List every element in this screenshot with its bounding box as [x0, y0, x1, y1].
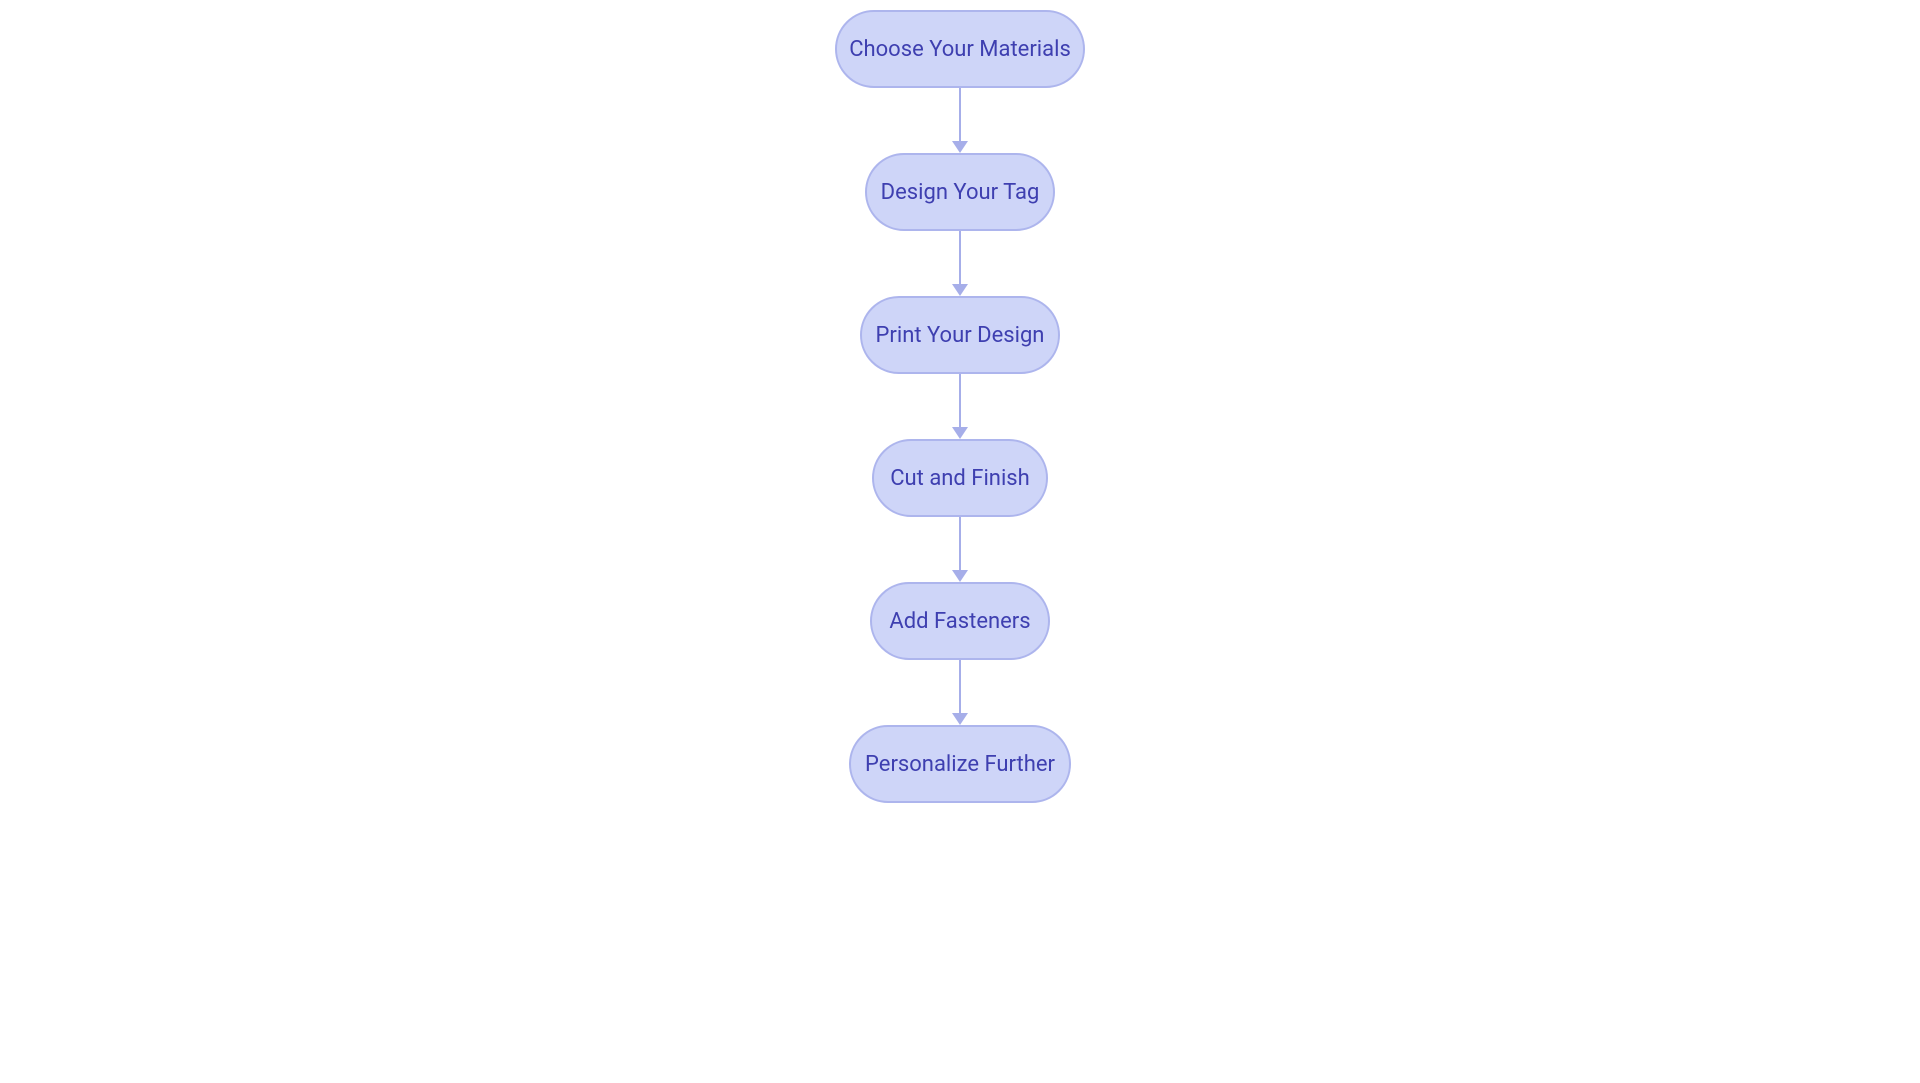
flowchart-arrow	[952, 517, 968, 582]
flowchart-arrow	[952, 374, 968, 439]
arrow-line	[959, 374, 961, 428]
arrow-line	[959, 88, 961, 142]
flowchart-arrow	[952, 88, 968, 153]
flowchart-node-n4: Cut and Finish	[872, 439, 1048, 517]
flowchart-node-label: Print Your Design	[876, 323, 1045, 348]
arrow-head-icon	[952, 141, 968, 153]
arrow-head-icon	[952, 713, 968, 725]
flowchart-node-label: Cut and Finish	[890, 466, 1030, 491]
flowchart-node-label: Add Fasteners	[889, 609, 1030, 634]
arrow-head-icon	[952, 427, 968, 439]
arrow-head-icon	[952, 570, 968, 582]
arrow-head-icon	[952, 284, 968, 296]
flowchart-arrow	[952, 660, 968, 725]
flowchart-node-n3: Print Your Design	[860, 296, 1060, 374]
arrow-line	[959, 660, 961, 714]
flowchart-node-n6: Personalize Further	[849, 725, 1071, 803]
flowchart-node-label: Design Your Tag	[881, 180, 1040, 205]
flowchart-container: Choose Your Materials Design Your Tag Prin…	[835, 10, 1085, 803]
arrow-line	[959, 231, 961, 285]
flowchart-node-label: Choose Your Materials	[849, 37, 1071, 62]
arrow-line	[959, 517, 961, 571]
flowchart-node-n2: Design Your Tag	[865, 153, 1055, 231]
flowchart-arrow	[952, 231, 968, 296]
flowchart-node-n5: Add Fasteners	[870, 582, 1050, 660]
flowchart-node-n1: Choose Your Materials	[835, 10, 1085, 88]
flowchart-node-label: Personalize Further	[865, 752, 1055, 777]
